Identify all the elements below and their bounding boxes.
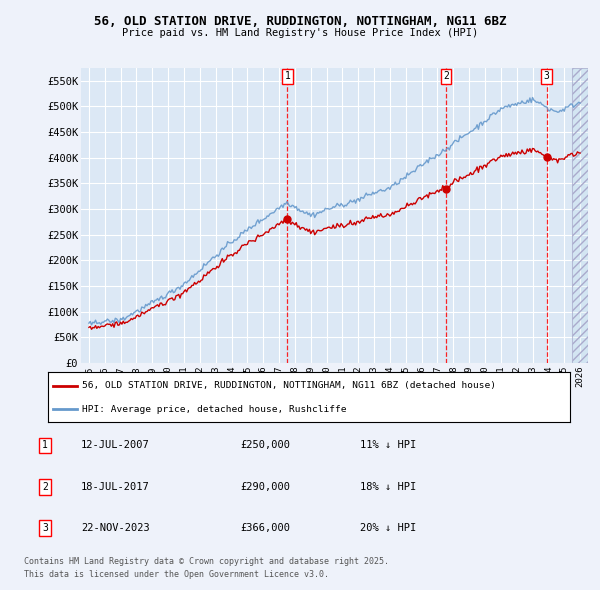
Text: Contains HM Land Registry data © Crown copyright and database right 2025.: Contains HM Land Registry data © Crown c… bbox=[24, 558, 389, 566]
Text: HPI: Average price, detached house, Rushcliffe: HPI: Average price, detached house, Rush… bbox=[82, 405, 346, 414]
Text: Price paid vs. HM Land Registry's House Price Index (HPI): Price paid vs. HM Land Registry's House … bbox=[122, 28, 478, 38]
Text: 11% ↓ HPI: 11% ↓ HPI bbox=[360, 441, 416, 450]
Text: 18-JUL-2017: 18-JUL-2017 bbox=[81, 482, 150, 491]
Text: 1: 1 bbox=[42, 441, 48, 450]
Bar bbox=[572, 68, 588, 363]
Text: £250,000: £250,000 bbox=[240, 441, 290, 450]
Bar bbox=[572, 68, 588, 363]
Text: 3: 3 bbox=[544, 71, 550, 81]
Text: 1: 1 bbox=[284, 71, 290, 81]
Text: £290,000: £290,000 bbox=[240, 482, 290, 491]
Text: 12-JUL-2007: 12-JUL-2007 bbox=[81, 441, 150, 450]
Text: 2: 2 bbox=[443, 71, 449, 81]
Text: This data is licensed under the Open Government Licence v3.0.: This data is licensed under the Open Gov… bbox=[24, 571, 329, 579]
Text: 56, OLD STATION DRIVE, RUDDINGTON, NOTTINGHAM, NG11 6BZ (detached house): 56, OLD STATION DRIVE, RUDDINGTON, NOTTI… bbox=[82, 381, 496, 390]
Text: 2: 2 bbox=[42, 482, 48, 491]
Text: £366,000: £366,000 bbox=[240, 523, 290, 533]
Text: 20% ↓ HPI: 20% ↓ HPI bbox=[360, 523, 416, 533]
Text: 56, OLD STATION DRIVE, RUDDINGTON, NOTTINGHAM, NG11 6BZ: 56, OLD STATION DRIVE, RUDDINGTON, NOTTI… bbox=[94, 15, 506, 28]
Text: 3: 3 bbox=[42, 523, 48, 533]
Text: 22-NOV-2023: 22-NOV-2023 bbox=[81, 523, 150, 533]
Text: 18% ↓ HPI: 18% ↓ HPI bbox=[360, 482, 416, 491]
